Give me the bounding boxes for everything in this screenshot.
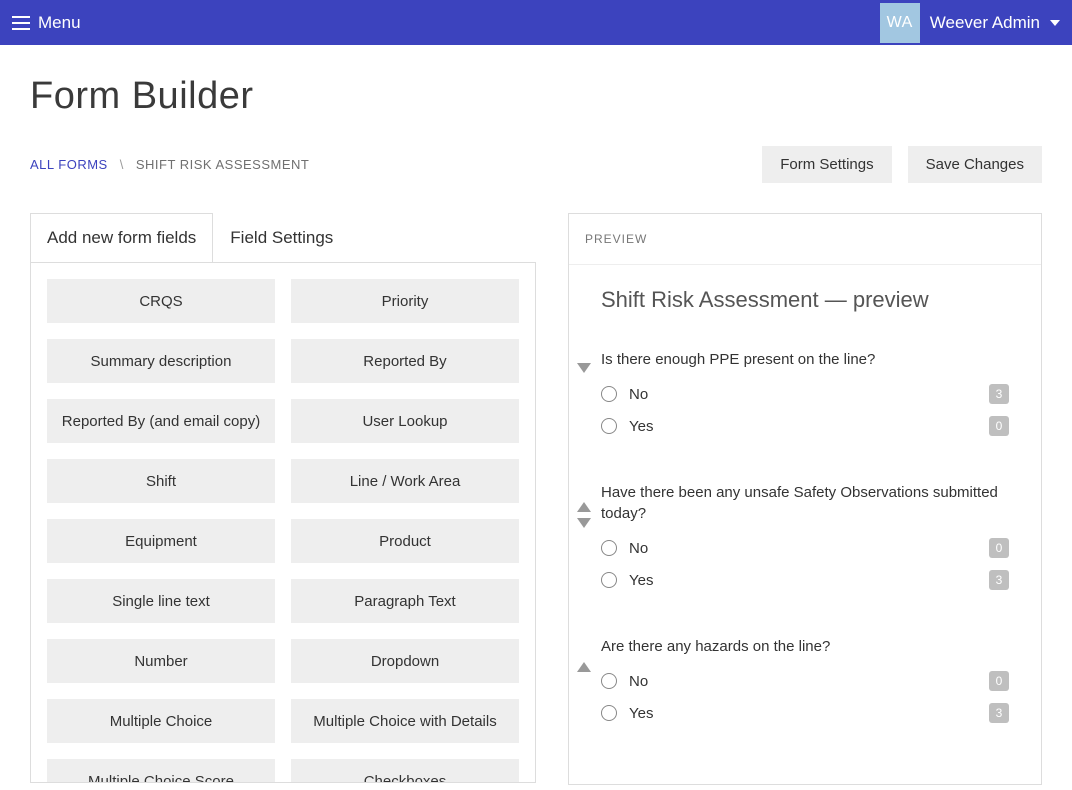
field-type-tile[interactable]: Reported By (and email copy) <box>47 399 275 443</box>
option-label: No <box>629 386 648 403</box>
option-label: No <box>629 673 648 690</box>
option-score-badge: 0 <box>989 538 1009 558</box>
preview-question[interactable]: Are there any hazards on the line? No 0 Yes… <box>601 636 1009 723</box>
radio-icon[interactable] <box>601 705 617 721</box>
option-label: Yes <box>629 418 653 435</box>
menu-button[interactable]: Menu <box>12 13 81 33</box>
move-up-icon[interactable] <box>577 502 591 512</box>
field-type-tile[interactable]: Checkboxes <box>291 759 519 783</box>
preview-title: Shift Risk Assessment — preview <box>601 287 1009 313</box>
option-score-badge: 3 <box>989 570 1009 590</box>
option-score-badge: 0 <box>989 416 1009 436</box>
breadcrumb-separator: \ <box>120 157 124 172</box>
option-row[interactable]: No 0 <box>601 538 1009 558</box>
radio-icon[interactable] <box>601 540 617 556</box>
breadcrumb-current: SHIFT RISK ASSESSMENT <box>136 157 310 172</box>
option-label: Yes <box>629 705 653 722</box>
breadcrumb-root-link[interactable]: ALL FORMS <box>30 157 108 172</box>
field-type-tile[interactable]: Line / Work Area <box>291 459 519 503</box>
form-settings-button[interactable]: Form Settings <box>762 146 891 183</box>
field-type-tile[interactable]: Priority <box>291 279 519 323</box>
chevron-down-icon <box>1050 20 1060 26</box>
username-label: Weever Admin <box>930 13 1040 33</box>
preview-question[interactable]: Is there enough PPE present on the line?… <box>601 349 1009 436</box>
field-type-tile[interactable]: Product <box>291 519 519 563</box>
option-row[interactable]: No 0 <box>601 671 1009 691</box>
tab-field-settings[interactable]: Field Settings <box>213 213 350 262</box>
field-type-tile[interactable]: Number <box>47 639 275 683</box>
preview-header: PREVIEW <box>569 214 1041 265</box>
field-type-tile[interactable]: Multiple Choice Score <box>47 759 275 783</box>
field-type-tile[interactable]: Shift <box>47 459 275 503</box>
option-score-badge: 3 <box>989 703 1009 723</box>
user-menu[interactable]: WA Weever Admin <box>880 3 1060 43</box>
move-down-icon[interactable] <box>577 518 591 528</box>
question-text: Are there any hazards on the line? <box>601 636 1009 657</box>
field-type-tile[interactable]: CRQS <box>47 279 275 323</box>
preview-question[interactable]: Have there been any unsafe Safety Observ… <box>601 482 1009 590</box>
preview-panel: PREVIEW Shift Risk Assessment — preview … <box>568 213 1042 785</box>
field-type-tile[interactable]: Equipment <box>47 519 275 563</box>
question-text: Have there been any unsafe Safety Observ… <box>601 482 1009 524</box>
field-type-tile[interactable]: User Lookup <box>291 399 519 443</box>
move-down-icon[interactable] <box>577 363 591 373</box>
field-type-tile[interactable]: Multiple Choice <box>47 699 275 743</box>
radio-icon[interactable] <box>601 418 617 434</box>
avatar: WA <box>880 3 920 43</box>
breadcrumb: ALL FORMS \ SHIFT RISK ASSESSMENT <box>30 157 309 172</box>
move-up-icon[interactable] <box>577 662 591 672</box>
hamburger-icon <box>12 16 30 30</box>
option-row[interactable]: Yes 3 <box>601 703 1009 723</box>
radio-icon[interactable] <box>601 386 617 402</box>
field-type-tile[interactable]: Paragraph Text <box>291 579 519 623</box>
field-type-tile[interactable]: Dropdown <box>291 639 519 683</box>
page-title: Form Builder <box>30 75 1042 118</box>
option-row[interactable]: Yes 3 <box>601 570 1009 590</box>
option-row[interactable]: No 3 <box>601 384 1009 404</box>
radio-icon[interactable] <box>601 572 617 588</box>
option-label: No <box>629 540 648 557</box>
top-nav-bar: Menu WA Weever Admin <box>0 0 1072 45</box>
field-palette: CRQS Priority Summary description Reported … <box>30 262 536 783</box>
option-score-badge: 3 <box>989 384 1009 404</box>
option-score-badge: 0 <box>989 671 1009 691</box>
question-text: Is there enough PPE present on the line? <box>601 349 1009 370</box>
option-label: Yes <box>629 572 653 589</box>
option-row[interactable]: Yes 0 <box>601 416 1009 436</box>
tab-add-fields[interactable]: Add new form fields <box>30 213 213 262</box>
field-type-tile[interactable]: Multiple Choice with Details <box>291 699 519 743</box>
save-changes-button[interactable]: Save Changes <box>908 146 1042 183</box>
field-type-tile[interactable]: Summary description <box>47 339 275 383</box>
field-type-tile[interactable]: Single line text <box>47 579 275 623</box>
field-type-tile[interactable]: Reported By <box>291 339 519 383</box>
radio-icon[interactable] <box>601 673 617 689</box>
tabs: Add new form fields Field Settings <box>30 213 536 262</box>
menu-label: Menu <box>38 13 81 33</box>
